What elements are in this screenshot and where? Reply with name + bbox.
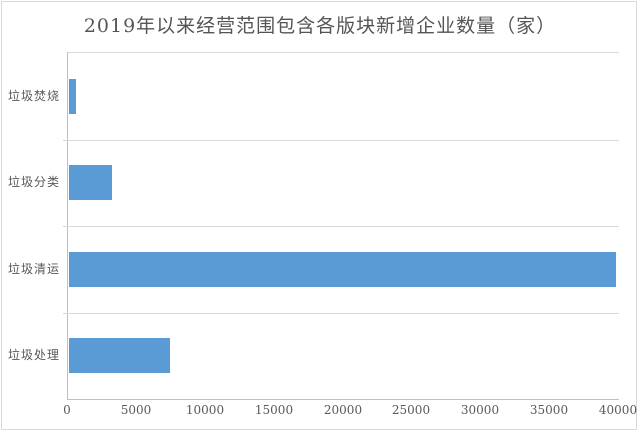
category-gridline	[63, 312, 619, 314]
x-axis-tick-label: 25000	[391, 403, 431, 417]
category-gridline	[63, 139, 619, 141]
x-axis-tick-label: 30000	[460, 403, 500, 417]
x-axis-tick-label: 40000	[598, 403, 638, 417]
category-gridline	[63, 226, 619, 227]
chart-title: 2019年以来经营范围包含各版块新增企业数量（家）	[83, 15, 557, 37]
bar-垃圾处理	[69, 338, 170, 373]
x-axis-tick-label: 20000	[323, 403, 363, 417]
bar-垃圾焚烧	[69, 79, 76, 114]
plot-area	[63, 52, 619, 400]
x-axis-tick-label: 0	[63, 403, 71, 417]
y-axis-label: 垃圾分类	[7, 175, 60, 190]
x-axis-tick-label: 35000	[529, 403, 569, 417]
x-axis-tick-label: 15000	[254, 403, 294, 417]
x-axis-tick-label: 5000	[120, 403, 152, 417]
bar-垃圾清运	[69, 252, 616, 287]
bar-垃圾分类	[69, 165, 112, 200]
y-axis-label: 垃圾焚烧	[7, 88, 60, 103]
x-axis-tick-label: 10000	[185, 403, 225, 417]
y-axis-label: 垃圾处理	[7, 348, 60, 363]
y-axis-label: 垃圾清运	[7, 261, 60, 276]
